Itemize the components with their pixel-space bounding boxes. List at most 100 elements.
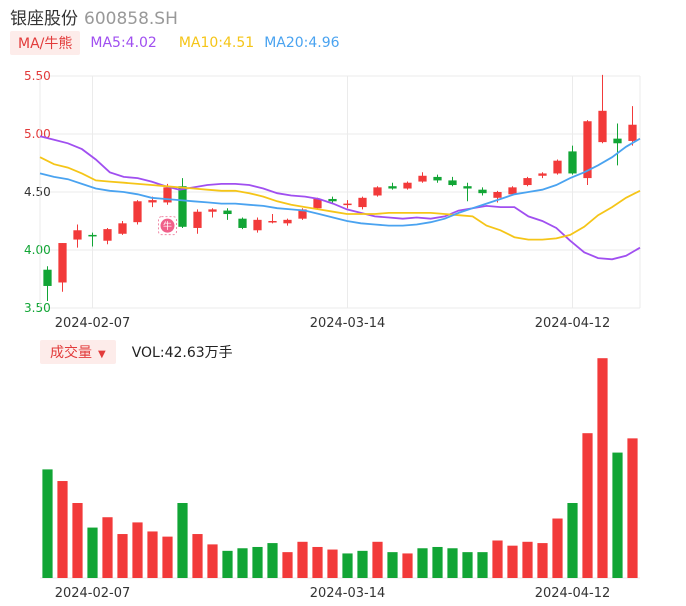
series-line-ma20: [39, 137, 641, 227]
candle: [403, 181, 412, 190]
volume-bar: [192, 534, 203, 578]
candle-body: [493, 192, 502, 198]
volume-bar: [372, 541, 383, 578]
candle: [253, 217, 262, 233]
candle: [418, 172, 427, 183]
candle: [613, 123, 622, 166]
volume-bar: [87, 527, 98, 578]
candle: [343, 200, 352, 209]
chevron-down-icon: ▼: [98, 349, 106, 360]
candle: [433, 174, 442, 183]
y-tick-label: 3.50: [24, 301, 51, 315]
candle-body: [253, 219, 262, 231]
volume-bar: [327, 549, 338, 578]
candle-body: [538, 173, 547, 176]
volume-x-tick-label: 2024-03-14: [310, 586, 386, 601]
candle-body: [613, 138, 622, 144]
candle-body: [163, 187, 172, 203]
candle: [133, 200, 142, 225]
candle-body: [403, 182, 412, 189]
candle-body: [133, 201, 142, 223]
candle-body: [508, 187, 517, 195]
candle: [73, 224, 82, 248]
candle-body: [568, 151, 577, 174]
volume-bar: [597, 358, 608, 578]
candle-body: [553, 160, 562, 174]
candle-body: [73, 230, 82, 240]
candle-body: [628, 124, 637, 141]
ma5-label: MA5:4.02: [90, 35, 157, 51]
volume-bar: [72, 503, 83, 578]
bull-icon-glyph: 牛: [163, 220, 172, 232]
ma-toggle-button[interactable]: MA/牛熊: [10, 31, 81, 55]
candle: [508, 186, 517, 196]
candle: [208, 208, 217, 218]
y-tick-label: 5.50: [24, 69, 51, 83]
candle-body: [358, 197, 367, 208]
volume-bar: [282, 552, 293, 578]
bull-icon-frame: [158, 216, 177, 236]
stock-code: 600858.SH: [84, 9, 178, 29]
x-tick-label: 2024-02-07: [55, 316, 131, 331]
candle: [478, 187, 487, 196]
candle: [463, 182, 472, 202]
volume-bar: [432, 546, 443, 578]
volume-bar: [177, 503, 188, 578]
x-tick-label: 2024-03-14: [310, 316, 386, 331]
candle-body: [178, 186, 187, 227]
volume-bar: [42, 469, 53, 578]
candle-body: [343, 203, 352, 206]
ma10-label: MA10:4.51: [178, 35, 255, 51]
candle: [43, 266, 52, 302]
candle-body: [103, 229, 112, 241]
volume-bar: [132, 522, 143, 578]
volume-bar: [57, 481, 68, 578]
candle: [358, 196, 367, 210]
volume-toggle-label: 成交量: [50, 345, 92, 361]
candle: [103, 227, 112, 245]
volume-bar: [252, 546, 263, 578]
candle-body: [193, 211, 202, 228]
candle-body: [283, 219, 292, 224]
candle: [373, 186, 382, 197]
bull-icon: 牛: [158, 216, 177, 236]
candle-body: [598, 110, 607, 143]
volume-bar: [477, 552, 488, 578]
candle-body: [148, 200, 157, 203]
candle-body: [313, 198, 322, 209]
candle-body: [463, 186, 472, 189]
volume-value: VOL:42.63万手: [131, 345, 233, 361]
volume-bar: [147, 531, 158, 578]
volume-toggle-button[interactable]: 成交量 ▼: [40, 340, 116, 364]
candle-body: [58, 243, 67, 283]
candle: [568, 145, 577, 175]
candle: [118, 221, 127, 235]
candle-body: [223, 210, 232, 215]
series-line-ma5: [39, 135, 641, 261]
stock-title: 银座股份 600858.SH: [10, 4, 178, 29]
volume-x-tick-label: 2024-02-07: [55, 586, 131, 601]
volume-bar: [552, 518, 563, 578]
candle-body: [238, 218, 247, 228]
volume-bar: [357, 550, 368, 578]
candle-body: [298, 209, 307, 219]
volume-bar: [237, 548, 248, 578]
volume-bar: [612, 452, 623, 578]
volume-bar: [537, 543, 548, 578]
volume-bar: [567, 503, 578, 578]
candle: [238, 217, 247, 230]
series-line-ma10: [39, 156, 641, 241]
ma20-label: MA20:4.96: [264, 35, 340, 51]
volume-bar: [507, 545, 518, 578]
candle: [223, 208, 232, 220]
volume-bar: [342, 553, 353, 578]
candle-body: [433, 176, 442, 181]
candle: [538, 172, 547, 179]
volume-x-tick-label: 2024-04-12: [535, 586, 611, 601]
volume-bar: [402, 553, 413, 578]
volume-bar: [162, 536, 173, 578]
candle-body: [208, 209, 217, 212]
bull-icon-badge: [160, 218, 175, 233]
candle-body: [268, 221, 277, 223]
